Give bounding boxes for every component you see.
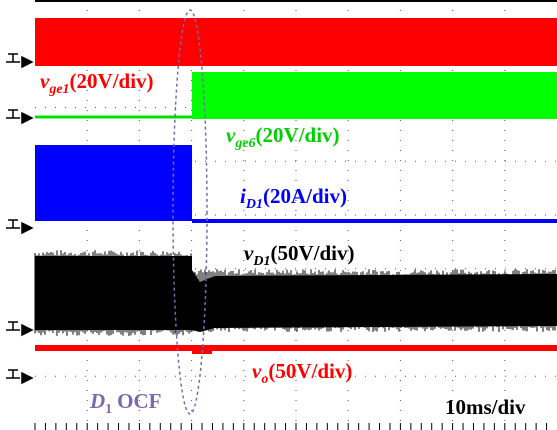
subscript: D1 <box>245 197 263 212</box>
subscript: o <box>261 372 268 387</box>
label-fault: D1 OCF <box>89 389 162 417</box>
scale: (20V/div) <box>256 123 340 147</box>
trace-vo <box>35 345 557 351</box>
scale: (20V/div) <box>70 69 154 93</box>
subscript: ge1 <box>48 82 69 97</box>
trace-vge6 <box>192 72 557 119</box>
symbol: D <box>89 389 105 413</box>
subscript: 1 <box>105 402 112 417</box>
trace-vge1 <box>35 18 557 66</box>
scale: (50V/div) <box>270 241 354 265</box>
subscript: ge6 <box>234 136 255 151</box>
subscript: D1 <box>252 254 270 269</box>
scale: (20A/div) <box>263 184 347 208</box>
trace-id1 <box>35 145 192 221</box>
fault-text: OCF <box>117 389 161 413</box>
timebase: 10ms/div <box>445 395 526 419</box>
scale: (50V/div) <box>268 359 352 383</box>
oscilloscope: vge1(20V/div) vge6(20V/div) iD1(20A/div)… <box>0 0 557 430</box>
